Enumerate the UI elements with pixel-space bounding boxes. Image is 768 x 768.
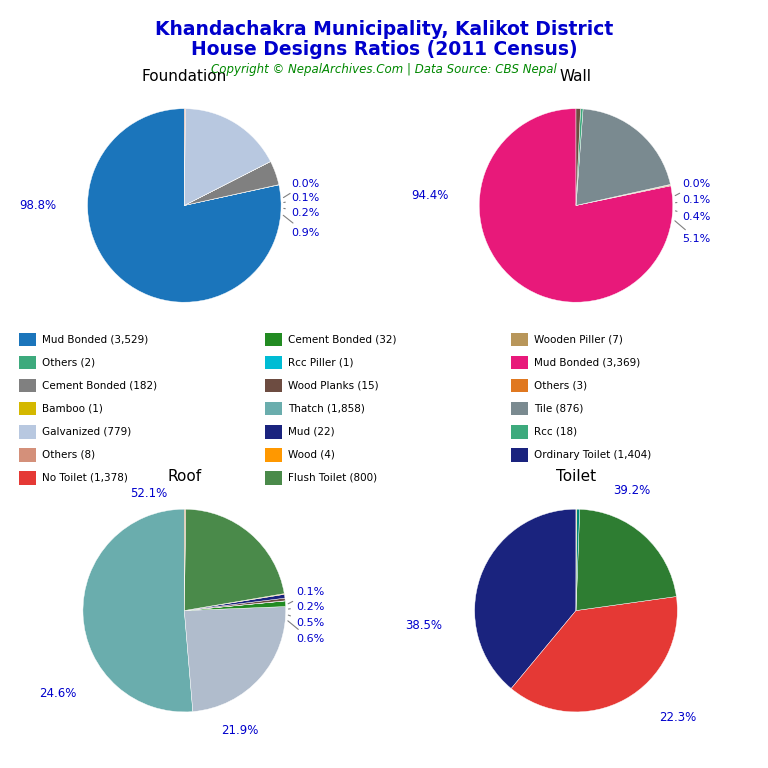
Wedge shape	[479, 109, 673, 302]
Text: 0.6%: 0.6%	[288, 621, 324, 644]
Text: 0.1%: 0.1%	[288, 588, 324, 604]
Text: 38.5%: 38.5%	[406, 619, 442, 632]
Title: Foundation: Foundation	[141, 69, 227, 84]
Text: Mud Bonded (3,369): Mud Bonded (3,369)	[534, 357, 640, 368]
Text: Cement Bonded (182): Cement Bonded (182)	[42, 380, 157, 391]
Wedge shape	[475, 509, 576, 689]
Text: Wood (4): Wood (4)	[288, 449, 335, 460]
Wedge shape	[576, 184, 670, 206]
Text: Thatch (1,858): Thatch (1,858)	[288, 403, 365, 414]
Wedge shape	[184, 601, 285, 611]
Wedge shape	[184, 161, 279, 206]
Text: Copyright © NepalArchives.Com | Data Source: CBS Nepal: Copyright © NepalArchives.Com | Data Sou…	[211, 63, 557, 76]
Text: Ordinary Toilet (1,404): Ordinary Toilet (1,404)	[534, 449, 651, 460]
Title: Roof: Roof	[167, 468, 201, 484]
Wedge shape	[511, 597, 677, 712]
Text: 24.6%: 24.6%	[39, 687, 76, 700]
Text: House Designs Ratios (2011 Census): House Designs Ratios (2011 Census)	[190, 40, 578, 59]
Text: 5.1%: 5.1%	[675, 220, 710, 244]
Text: Flush Toilet (800): Flush Toilet (800)	[288, 472, 377, 483]
Text: 0.4%: 0.4%	[675, 211, 711, 222]
Wedge shape	[184, 594, 285, 611]
Wedge shape	[184, 509, 186, 611]
Wedge shape	[184, 184, 279, 206]
Text: Bamboo (1): Bamboo (1)	[42, 403, 103, 414]
Text: Mud Bonded (3,529): Mud Bonded (3,529)	[42, 334, 148, 345]
Text: Wood Planks (15): Wood Planks (15)	[288, 380, 379, 391]
Text: 52.1%: 52.1%	[131, 488, 167, 501]
Text: 0.9%: 0.9%	[283, 215, 319, 237]
Text: Rcc (18): Rcc (18)	[534, 426, 577, 437]
Text: 98.8%: 98.8%	[19, 199, 57, 212]
Text: 0.0%: 0.0%	[675, 179, 710, 196]
Wedge shape	[184, 509, 284, 611]
Text: 0.1%: 0.1%	[676, 194, 710, 204]
Wedge shape	[184, 109, 270, 206]
Wedge shape	[184, 594, 284, 611]
Wedge shape	[184, 598, 285, 611]
Text: Rcc Piller (1): Rcc Piller (1)	[288, 357, 353, 368]
Text: 21.9%: 21.9%	[221, 723, 259, 737]
Wedge shape	[576, 509, 677, 611]
Text: 0.0%: 0.0%	[283, 179, 319, 197]
Text: Cement Bonded (32): Cement Bonded (32)	[288, 334, 396, 345]
Wedge shape	[83, 509, 193, 712]
Text: 0.5%: 0.5%	[288, 615, 324, 627]
Title: Toilet: Toilet	[556, 468, 596, 484]
Text: Galvanized (779): Galvanized (779)	[42, 426, 131, 437]
Wedge shape	[184, 607, 286, 712]
Text: Tile (876): Tile (876)	[534, 403, 583, 414]
Wedge shape	[576, 109, 583, 206]
Wedge shape	[576, 185, 670, 206]
Text: 22.3%: 22.3%	[659, 710, 696, 723]
Text: Others (3): Others (3)	[534, 380, 587, 391]
Text: 0.2%: 0.2%	[289, 601, 324, 611]
Text: Mud (22): Mud (22)	[288, 426, 335, 437]
Text: 94.4%: 94.4%	[411, 189, 449, 202]
Wedge shape	[184, 109, 185, 206]
Wedge shape	[576, 109, 581, 206]
Text: Others (8): Others (8)	[42, 449, 95, 460]
Wedge shape	[184, 161, 270, 206]
Text: 39.2%: 39.2%	[613, 485, 650, 498]
Text: Wooden Piller (7): Wooden Piller (7)	[534, 334, 623, 345]
Wedge shape	[576, 509, 580, 611]
Title: Wall: Wall	[560, 69, 592, 84]
Text: 0.2%: 0.2%	[284, 208, 319, 218]
Wedge shape	[184, 601, 286, 611]
Wedge shape	[88, 109, 281, 302]
Text: Khandachakra Municipality, Kalikot District: Khandachakra Municipality, Kalikot Distr…	[155, 20, 613, 39]
Text: 0.1%: 0.1%	[284, 193, 319, 203]
Wedge shape	[576, 109, 670, 206]
Text: Others (2): Others (2)	[42, 357, 95, 368]
Text: No Toilet (1,378): No Toilet (1,378)	[42, 472, 128, 483]
